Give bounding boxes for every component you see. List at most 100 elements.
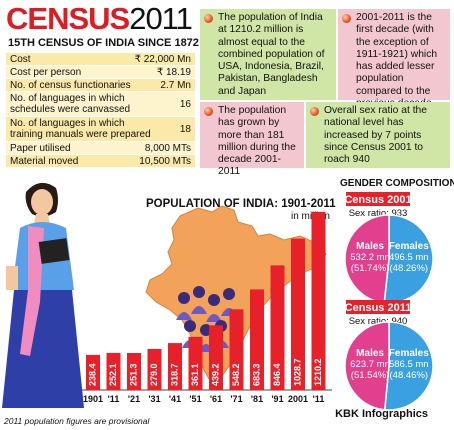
- census-2011-sex-ratio: Sex ratio: 940: [349, 316, 408, 327]
- x-tick-label: '61: [210, 394, 222, 404]
- bar-value-label: 318.7: [169, 363, 179, 386]
- bar: [270, 265, 285, 390]
- note-decade-growth: 2001-2011 is the first decade (with the …: [338, 9, 450, 109]
- pie-slice-value: (48.26%): [390, 263, 429, 274]
- fact-row-material: Material moved 10,500 MTs: [6, 155, 195, 168]
- bullet-icon: [204, 14, 213, 23]
- pie-slice-label: Females: [389, 348, 429, 359]
- credit: KBK Infographics: [335, 408, 428, 420]
- fact-value: 16: [179, 98, 191, 110]
- title-word: CENSUS: [6, 1, 130, 36]
- india-map-shape: [145, 205, 327, 385]
- note-text: 2001-2011 is the first decade (with the …: [356, 12, 438, 109]
- fact-label: No. of census functionaries: [10, 79, 131, 91]
- pie-slice-value: (51.74%): [351, 263, 390, 274]
- footnote: 2011 population figures are provisional: [4, 416, 150, 426]
- bar-value-label: 683.3: [251, 363, 261, 386]
- fact-row-schedule-languages: No. of languages in which schedules were…: [6, 92, 195, 117]
- bar: [291, 238, 305, 390]
- fact-row-functionaries: No. of census functionaries 2.7 Mn: [6, 79, 195, 92]
- x-tick-label: '91: [271, 394, 283, 404]
- bar-value-label: 1028.7: [292, 358, 302, 386]
- pie-slice-label: Males: [356, 241, 384, 252]
- note-text: The population has grown by more than 18…: [218, 105, 296, 178]
- bar-value-label: 252.1: [108, 363, 118, 386]
- fact-value: ₹ 22,000 Mn: [134, 53, 191, 65]
- x-tick-label: '51: [189, 394, 201, 404]
- title-year: 2011: [129, 1, 193, 36]
- bar-value-label: 439.2: [210, 363, 220, 386]
- woman-enumerator-illustration: [2, 182, 84, 408]
- fact-value: ₹ 18.19: [156, 66, 191, 78]
- pie-slice-value: 623.7 mn: [350, 359, 390, 370]
- bar-chart-unit: in million: [291, 211, 330, 222]
- bullet-icon: [204, 107, 213, 116]
- bullet-icon: [310, 107, 319, 116]
- bar-value-label: 846.4: [272, 363, 282, 386]
- fact-label: No. of languages in which training manua…: [10, 118, 151, 140]
- x-tick-label: '41: [169, 394, 181, 404]
- bar: [250, 289, 264, 390]
- page-subtitle: 15TH CENSUS OF INDIA SINCE 1872: [8, 37, 199, 49]
- fact-row-manual-languages: No. of languages in which training manua…: [6, 117, 195, 142]
- fact-label: Cost per person: [10, 66, 82, 78]
- bar-value-label: 279.0: [149, 363, 159, 386]
- note-text: The population of India at 1210.2 millio…: [218, 12, 325, 97]
- census-2011-title: Census 2011: [345, 302, 412, 314]
- census-2011-title-bg: [346, 300, 410, 314]
- census-2001-sex-ratio: Sex ratio: 933: [349, 208, 408, 219]
- fact-value: 8,000 MTs: [144, 142, 191, 154]
- x-tick-label: '11: [108, 394, 120, 404]
- fact-value: 18: [179, 123, 191, 135]
- fact-value: 10,500 MTs: [139, 155, 191, 167]
- bar: [311, 211, 326, 390]
- chart-area: POPULATION OF INDIA: 1901-2011 in millio…: [2, 178, 454, 411]
- bar: [147, 348, 162, 390]
- bar-chart-title: POPULATION OF INDIA: 1901-2011: [146, 198, 336, 210]
- x-tick-label: '81: [251, 394, 263, 404]
- pie-slice-value: 532.2 mn: [350, 252, 390, 263]
- bar: [168, 343, 182, 390]
- pie-slice-value: 496.5 mn: [389, 252, 429, 263]
- pie-slice-value: (48.46%): [390, 370, 429, 381]
- x-tick-label: '21: [128, 394, 140, 404]
- x-tick-label: '31: [148, 394, 160, 404]
- pie-slice: [344, 321, 390, 411]
- pie-slice: [344, 214, 390, 304]
- x-tick-label: 1901: [83, 394, 103, 404]
- bar: [106, 352, 121, 390]
- bar-value-label: 251.3: [128, 363, 138, 386]
- census-facts-table: Cost ₹ 22,000 Mn Cost per person ₹ 18.19…: [6, 53, 195, 168]
- x-tick-label: '11: [313, 394, 325, 404]
- fact-value: 2.7 Mn: [160, 79, 191, 91]
- bar-value-label: 548.2: [231, 363, 241, 386]
- x-tick-label: 2001: [288, 394, 308, 404]
- bar: [209, 325, 223, 390]
- note-population-comparison: The population of India at 1210.2 millio…: [200, 9, 336, 100]
- page-title: CENSUS2011: [6, 1, 193, 36]
- bar: [229, 309, 244, 390]
- bullet-icon: [342, 14, 351, 23]
- pie-slice: [383, 321, 434, 411]
- x-tick-label: '71: [230, 394, 242, 404]
- census-2001-title: Census 2001: [344, 194, 411, 206]
- census-2001-title-bg: [346, 192, 410, 206]
- fact-label: Cost: [10, 53, 31, 65]
- note-sex-ratio: Overall sex ratio at the national level …: [306, 102, 450, 168]
- crowd-illustration: [176, 286, 237, 352]
- fact-label: Paper utilised: [10, 142, 71, 154]
- bar: [86, 354, 100, 390]
- pie-slice-label: Males: [356, 348, 384, 359]
- fact-row-cost: Cost ₹ 22,000 Mn: [6, 53, 195, 66]
- bar: [127, 353, 141, 390]
- fact-row-cost-per-person: Cost per person ₹ 18.19: [6, 66, 195, 79]
- bar-value-label: 361.1: [190, 363, 200, 386]
- fact-label: Material moved: [10, 155, 79, 167]
- bar-value-label: 238.4: [87, 363, 97, 386]
- pie-slice-value: 586.5 mn: [389, 359, 429, 370]
- bar-value-label: 1210.2: [313, 358, 323, 386]
- pie-slice-value: (51.54%): [351, 370, 390, 381]
- pie-slice-label: Females: [389, 241, 429, 252]
